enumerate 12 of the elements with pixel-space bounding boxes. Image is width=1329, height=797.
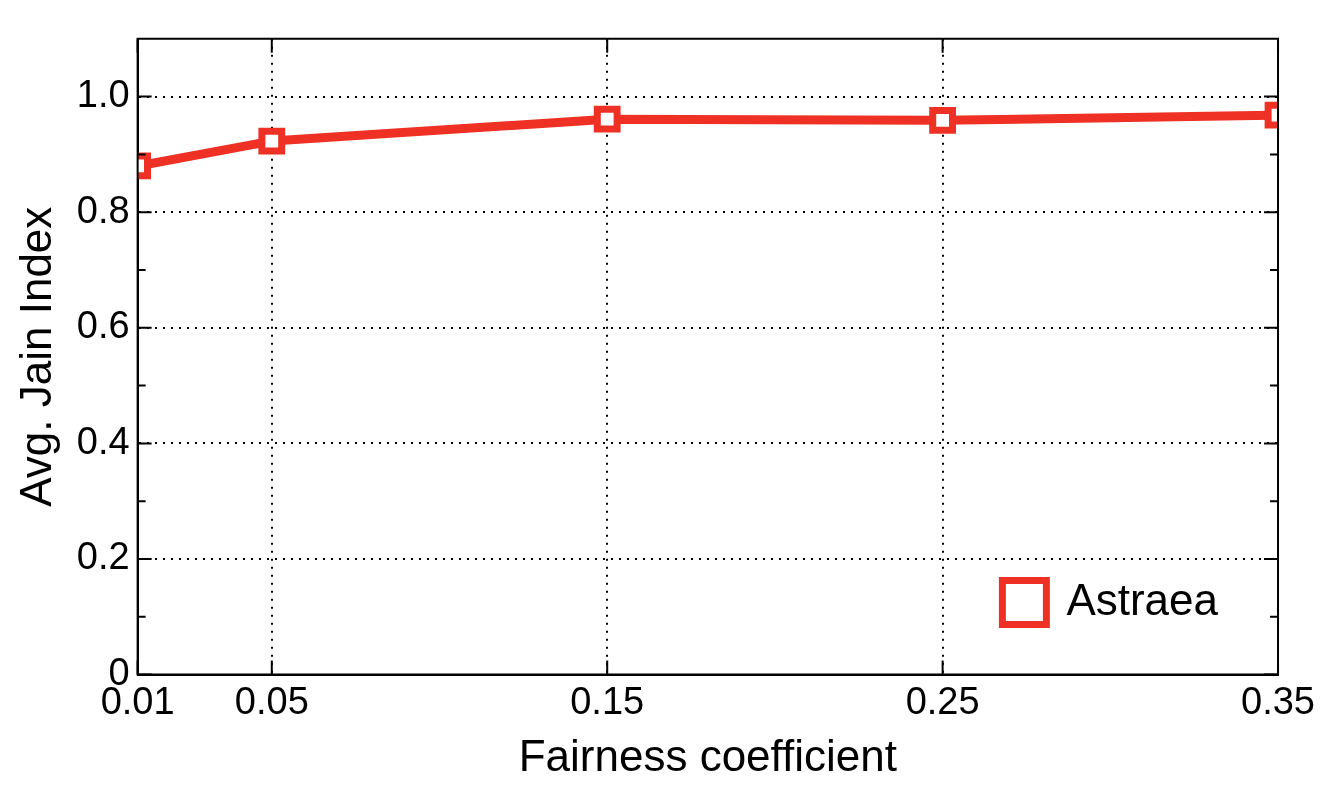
y-tick-label: 1.0 bbox=[76, 73, 130, 116]
legend-label: Astraea bbox=[1066, 574, 1219, 624]
x-tick-label: 0.25 bbox=[905, 679, 980, 722]
x-axis-title: Fairness coefficient bbox=[518, 730, 897, 780]
y-tick-label: 0.2 bbox=[76, 535, 130, 578]
x-tick-label: 0.35 bbox=[1241, 679, 1315, 722]
y-tick-label: 0.6 bbox=[76, 304, 130, 347]
x-tick-label: 0.15 bbox=[570, 679, 645, 722]
x-tick-label: 0.05 bbox=[234, 679, 309, 722]
y-tick-label: 0.4 bbox=[76, 419, 130, 462]
y-axis-title: Avg. Jain Index bbox=[10, 206, 60, 507]
y-tick-label: 0.8 bbox=[76, 188, 130, 231]
